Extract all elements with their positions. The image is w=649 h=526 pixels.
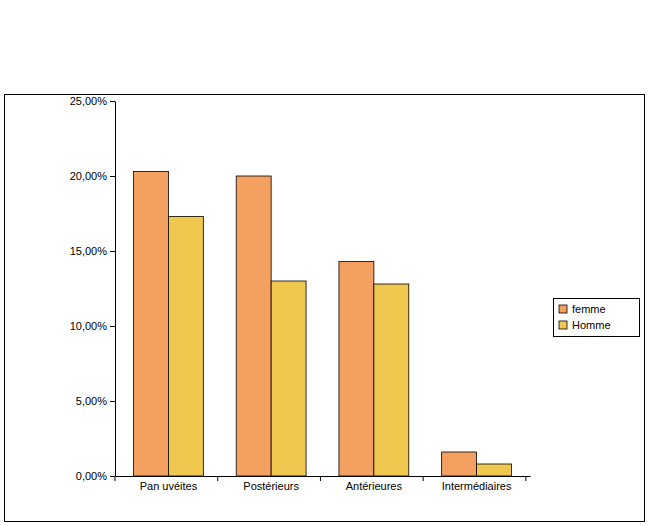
y-tick: 5,00% [76,395,115,407]
y-tick-label: 0,00% [76,470,107,482]
x-tick-label: Intermédiaires [442,480,512,492]
bar [442,452,477,476]
x-tick: Intermédiaires [442,476,512,492]
bar [374,284,409,476]
y-tick-label: 15,00% [70,245,108,257]
y-tick: 10,00% [70,320,115,332]
y-tick-mark [110,251,115,252]
y-tick-mark [110,101,115,102]
y-tick-mark [110,326,115,327]
legend-label: femme [572,303,606,315]
legend: femme Homme [554,299,640,337]
chart-frame [5,95,645,522]
x-separator [525,476,526,481]
bars [133,172,511,477]
bar [236,176,271,476]
bar [339,262,374,477]
x-separators [115,476,526,481]
x-axis-line [116,476,531,477]
x-separator [115,476,116,481]
y-tick-label: 25,00% [70,95,108,107]
legend-box [554,299,640,337]
chart: 0,00% 5,00% 10,00% 15,00% 20,00% 25,00% Pan uv… [0,0,649,526]
y-tick-label: 10,00% [70,320,108,332]
x-tick: Antérieures [346,476,403,492]
x-tick-label: Postérieurs [243,480,299,492]
y-tick-label: 20,00% [70,170,108,182]
x-separator [320,476,321,481]
y-tick: 25,00% [70,95,115,107]
x-axis: Pan uvéites Postérieurs Antérieures Intermé… [116,476,531,492]
legend-label: Homme [572,319,611,331]
x-separator [423,476,424,481]
bar [271,281,306,476]
y-tick: 20,00% [70,170,115,182]
x-tick-label: Pan uvéites [140,480,198,492]
x-tick: Pan uvéites [140,476,198,492]
bar [168,217,203,477]
y-tick: 15,00% [70,245,115,257]
bar [133,172,168,477]
legend-swatch [559,321,567,329]
y-tick-mark [110,176,115,177]
y-tick: 0,00% [76,470,115,482]
legend-swatch [559,305,567,313]
y-tick-mark [110,401,115,402]
x-tick-label: Antérieures [346,480,403,492]
y-tick-label: 5,00% [76,395,107,407]
bar [477,464,512,476]
x-tick: Postérieurs [243,476,299,492]
y-tick-mark [110,476,115,477]
x-separator [217,476,218,481]
y-axis-line [115,102,116,477]
y-axis: 0,00% 5,00% 10,00% 15,00% 20,00% 25,00% [70,95,116,482]
